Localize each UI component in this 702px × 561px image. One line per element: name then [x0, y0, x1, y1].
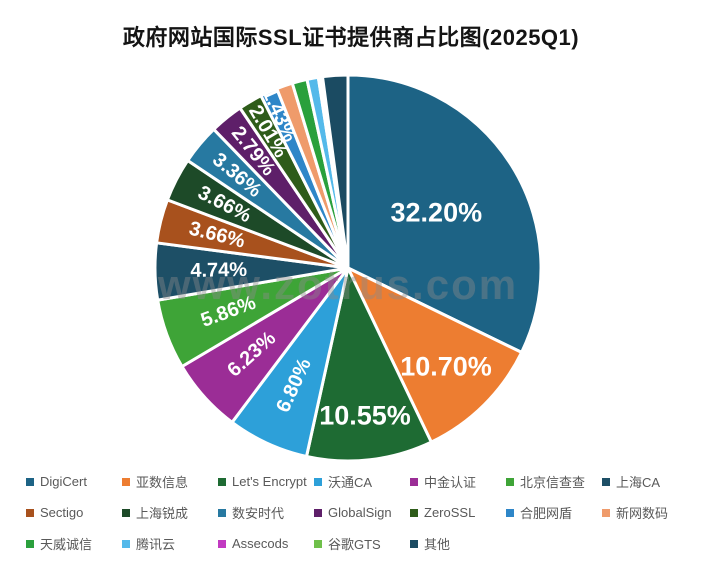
- legend-label: ZeroSSL: [424, 505, 476, 520]
- legend-label: Sectigo: [40, 505, 84, 520]
- legend-swatch-icon: [218, 477, 226, 486]
- legend-swatch-icon: [314, 508, 322, 517]
- legend-label: GlobalSign: [328, 505, 392, 520]
- legend-label: 腾讯云: [136, 537, 176, 552]
- legend-label: 新网数码: [616, 506, 669, 521]
- legend-label: 天威诚信: [40, 537, 93, 552]
- legend-swatch-icon: [218, 539, 226, 548]
- pie-slice-18[interactable]: [321, 73, 350, 270]
- legend-swatch-icon: [218, 508, 226, 517]
- legend-label: 亚数信息: [136, 475, 189, 490]
- legend-item-17[interactable]: 谷歌GTS: [314, 528, 410, 559]
- pie-slice-0[interactable]: [346, 73, 543, 354]
- legend-swatch-icon: [602, 477, 610, 486]
- legend-label: 上海锐成: [136, 506, 189, 521]
- legend-swatch-icon: [410, 477, 418, 486]
- legend-swatch-icon: [26, 539, 34, 548]
- pie-slice-1[interactable]: [346, 266, 524, 444]
- legend-item-8[interactable]: 上海锐成: [122, 497, 218, 528]
- legend-label: DigiCert: [40, 474, 87, 489]
- slice-label-1: 10.70%: [400, 352, 492, 382]
- legend-swatch-icon: [410, 539, 418, 548]
- legend-label: 谷歌GTS: [328, 537, 381, 552]
- legend-item-11[interactable]: ZeroSSL: [410, 497, 506, 528]
- slice-label-6: 4.74%: [190, 259, 247, 282]
- legend-item-3[interactable]: 沃通CA: [314, 466, 410, 497]
- legend-item-13[interactable]: 新网数码: [602, 497, 698, 528]
- legend-item-18[interactable]: 其他: [410, 528, 506, 559]
- legend-swatch-icon: [506, 508, 514, 517]
- legend-item-2[interactable]: Let's Encrypt: [218, 466, 314, 497]
- legend-swatch-icon: [122, 539, 130, 548]
- legend-item-16[interactable]: Assecods: [218, 528, 314, 559]
- legend-item-15[interactable]: 腾讯云: [122, 528, 218, 559]
- legend-swatch-icon: [122, 477, 130, 486]
- legend-item-10[interactable]: GlobalSign: [314, 497, 410, 528]
- legend-swatch-icon: [410, 508, 418, 517]
- legend-swatch-icon: [26, 477, 34, 486]
- legend-swatch-icon: [314, 539, 322, 548]
- slice-label-2: 10.55%: [319, 401, 411, 431]
- legend-label: Assecods: [232, 536, 289, 551]
- legend-label: 合肥网盾: [520, 506, 573, 521]
- legend-item-6[interactable]: 上海CA: [602, 466, 698, 497]
- chart-legend: DigiCert 亚数信息 Let's Encrypt 沃通CA 中金认证 北京信查查 上海…: [26, 466, 702, 559]
- legend-label: 数安时代: [232, 506, 285, 521]
- legend-label: 上海CA: [616, 475, 661, 490]
- legend-item-12[interactable]: 合肥网盾: [506, 497, 602, 528]
- legend-swatch-icon: [122, 508, 130, 517]
- legend-item-0[interactable]: DigiCert: [26, 466, 122, 497]
- legend-item-14[interactable]: 天威诚信: [26, 528, 122, 559]
- legend-item-7[interactable]: Sectigo: [26, 497, 122, 528]
- legend-swatch-icon: [314, 477, 322, 486]
- legend-swatch-icon: [506, 477, 514, 486]
- legend-label: 其他: [424, 537, 451, 552]
- legend-item-1[interactable]: 亚数信息: [122, 466, 218, 497]
- legend-swatch-icon: [602, 508, 610, 517]
- legend-label: Let's Encrypt: [232, 474, 307, 489]
- legend-label: 北京信查查: [520, 475, 586, 490]
- legend-item-5[interactable]: 北京信查查: [506, 466, 602, 497]
- legend-label: 中金认证: [424, 475, 477, 490]
- legend-swatch-icon: [26, 508, 34, 517]
- legend-item-9[interactable]: 数安时代: [218, 497, 314, 528]
- chart-title: 政府网站国际SSL证书提供商占比图(2025Q1): [122, 25, 580, 50]
- legend-item-4[interactable]: 中金认证: [410, 466, 506, 497]
- legend-label: 沃通CA: [328, 475, 373, 490]
- slice-label-0: 32.20%: [391, 198, 483, 228]
